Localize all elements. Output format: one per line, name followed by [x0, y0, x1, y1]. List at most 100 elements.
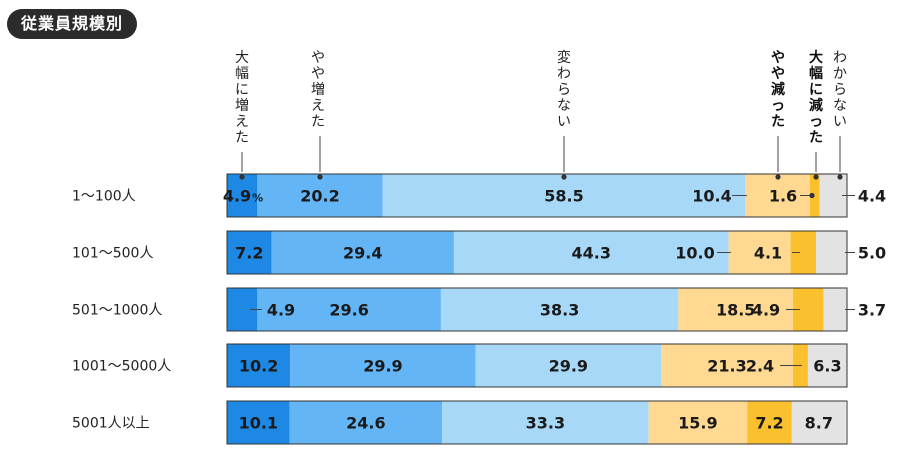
value-label-no-change-row2: 38.3: [540, 301, 579, 320]
bar-no-change-row0: [382, 174, 746, 217]
bar-slight-increase-row2: [257, 288, 441, 331]
bar-big-increase-row3: [227, 344, 291, 387]
value-label-slight-decrease-row0: 10.4: [692, 187, 731, 206]
value-label-big-increase-row3: 10.2: [239, 357, 278, 376]
value-label-slight-increase-row0: 20.2: [300, 187, 339, 206]
legend-dot-unknown: [837, 174, 843, 180]
bar-big-increase-row1: [227, 231, 272, 274]
value-label-big-decrease-row2: 4.9: [752, 301, 780, 320]
svg-text:大: 大: [809, 49, 823, 66]
svg-text:た: た: [771, 114, 785, 130]
svg-text:幅: 幅: [809, 65, 823, 82]
svg-text:や: や: [311, 66, 325, 82]
value-label-big-decrease-row1: 4.1: [754, 244, 782, 263]
bar-slight-increase-row4: [289, 401, 443, 444]
value-label-unknown-row2: 3.7: [858, 301, 886, 320]
category-label-4: 5001人以上: [72, 416, 150, 432]
value-label-unknown-row1: 5.0: [858, 244, 886, 263]
bar-big-increase-row0: [227, 174, 258, 217]
svg-text:た: た: [235, 130, 249, 146]
bar-outline-row3: [226, 343, 848, 388]
value-label-big-increase-row1: 7.2: [235, 244, 263, 263]
svg-text:減: 減: [809, 97, 823, 114]
svg-text:い: い: [557, 114, 571, 130]
bar-no-change-row3: [475, 344, 661, 387]
value-label-no-change-row4: 33.3: [526, 414, 565, 433]
legend-dot-big-decrease: [813, 174, 819, 180]
category-label-3: 1001〜5000人: [72, 359, 171, 375]
value-label-no-change-row0: 58.5: [544, 187, 583, 206]
legend-dot-big-increase: [239, 174, 245, 180]
svg-text:た: た: [311, 114, 325, 130]
legend-dot-slight-decrease: [775, 174, 781, 180]
bar-big-decrease-row0: [809, 174, 820, 217]
svg-text:ら: ら: [557, 82, 571, 98]
svg-text:え: え: [235, 114, 249, 130]
legend-dot-no-change: [561, 174, 567, 180]
bar-big-increase-row4: [227, 401, 290, 444]
svg-text:な: な: [833, 98, 847, 114]
bar-unknown-row3: [807, 344, 847, 387]
bar-slight-decrease-row2: [678, 288, 794, 331]
svg-text:か: か: [833, 66, 847, 82]
svg-text:に: に: [809, 82, 823, 98]
value-label-slight-increase-row4: 24.6: [346, 414, 385, 433]
bar-no-change-row4: [442, 401, 649, 444]
bar-no-change-row1: [453, 231, 729, 274]
svg-text:や: や: [771, 66, 785, 82]
svg-text:っ: っ: [809, 114, 823, 130]
value-label-slight-decrease-row4: 15.9: [678, 414, 717, 433]
value-label-unknown-row4: 8.7: [805, 414, 833, 433]
svg-text:な: な: [557, 98, 571, 114]
value-label-no-change-row3: 29.9: [549, 357, 588, 376]
percent-unit: %: [252, 192, 263, 205]
svg-text:た: た: [809, 130, 823, 146]
value-label-big-decrease-row4: 7.2: [755, 414, 783, 433]
svg-text:増: 増: [235, 98, 249, 114]
value-label-slight-decrease-row1: 10.0: [675, 244, 714, 263]
value-label-slight-increase-row3: 29.9: [363, 357, 402, 376]
svg-text:い: い: [833, 114, 847, 130]
bar-big-decrease-row4: [747, 401, 792, 444]
svg-text:わ: わ: [557, 66, 571, 82]
leader-dot-big-decrease-row0: [809, 192, 815, 199]
svg-text:わ: わ: [833, 50, 847, 66]
svg-text:変: 変: [557, 49, 571, 66]
svg-text:や: や: [311, 50, 325, 66]
svg-text:大: 大: [235, 50, 249, 66]
category-label-1: 101〜500人: [72, 246, 153, 262]
svg-text:幅: 幅: [235, 66, 249, 82]
svg-text:っ: っ: [771, 98, 785, 114]
bar-slight-increase-row3: [290, 344, 476, 387]
chart-title-badge: 従業員規模別: [7, 9, 138, 39]
svg-text:ら: ら: [833, 82, 847, 98]
svg-text:減: 減: [771, 81, 785, 98]
value-label-slight-decrease-row3: 21.3: [707, 357, 746, 376]
category-label-0: 1〜100人: [72, 189, 136, 205]
bar-slight-decrease-row4: [648, 401, 748, 444]
bar-slight-increase-row0: [257, 174, 383, 217]
value-label-no-change-row1: 44.3: [572, 244, 611, 263]
bar-slight-decrease-row3: [661, 344, 794, 387]
svg-text:や: や: [771, 50, 785, 66]
value-label-big-increase-row0: 4.9%: [223, 187, 263, 206]
svg-text:に: に: [235, 82, 249, 98]
value-label-big-decrease-row0: 1.6: [769, 187, 797, 206]
value-label-big-increase-row2: 4.9: [267, 301, 295, 320]
bar-slight-decrease-row0: [745, 174, 810, 217]
category-label-2: 501〜1000人: [72, 303, 162, 319]
value-label-big-decrease-row3: 2.4: [746, 357, 774, 376]
value-label-unknown-row0: 4.4: [858, 187, 886, 206]
value-label-unknown-row3: 6.3: [813, 357, 841, 376]
value-label-slight-decrease-row2: 18.5: [716, 301, 755, 320]
bar-unknown-row1: [816, 231, 847, 274]
bar-unknown-row4: [791, 401, 846, 444]
bar-no-change-row2: [440, 288, 679, 331]
bar-slight-decrease-row1: [728, 231, 791, 274]
